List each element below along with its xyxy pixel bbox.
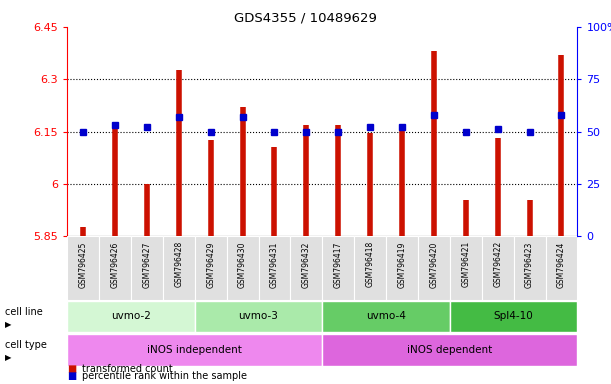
Text: uvmo-4: uvmo-4 (366, 311, 406, 321)
Text: GSM796429: GSM796429 (206, 241, 215, 288)
Text: transformed count: transformed count (82, 364, 174, 374)
Bar (163, 236, 195, 300)
Text: GSM796426: GSM796426 (111, 241, 120, 288)
Bar (323, 301, 450, 332)
Text: GSM796424: GSM796424 (557, 241, 566, 288)
Text: iNOS independent: iNOS independent (147, 345, 242, 355)
Bar (131, 236, 163, 300)
Text: GSM796418: GSM796418 (365, 241, 375, 288)
Text: GSM796420: GSM796420 (430, 241, 439, 288)
Bar (450, 301, 577, 332)
Bar (481, 236, 514, 300)
Text: GSM796417: GSM796417 (334, 241, 343, 288)
Text: GSM796422: GSM796422 (493, 241, 502, 288)
Text: ■: ■ (67, 371, 76, 381)
Text: GSM796428: GSM796428 (174, 241, 183, 288)
Text: GDS4355 / 10489629: GDS4355 / 10489629 (234, 12, 377, 25)
Text: ▶: ▶ (5, 320, 12, 329)
Text: uvmo-3: uvmo-3 (238, 311, 279, 321)
Text: cell line: cell line (5, 307, 43, 317)
Bar (323, 334, 577, 366)
Bar (227, 236, 258, 300)
Text: GSM796427: GSM796427 (142, 241, 152, 288)
Bar (258, 236, 290, 300)
Text: Spl4-10: Spl4-10 (494, 311, 533, 321)
Text: iNOS dependent: iNOS dependent (407, 345, 492, 355)
Text: GSM796421: GSM796421 (461, 241, 470, 288)
Bar (354, 236, 386, 300)
Text: cell type: cell type (5, 340, 47, 350)
Bar (290, 236, 323, 300)
Bar (386, 236, 418, 300)
Text: GSM796432: GSM796432 (302, 241, 311, 288)
Text: GSM796431: GSM796431 (270, 241, 279, 288)
Text: ■: ■ (67, 364, 76, 374)
Text: GSM796430: GSM796430 (238, 241, 247, 288)
Text: ▶: ▶ (5, 353, 12, 362)
Bar (323, 236, 354, 300)
Bar (99, 236, 131, 300)
Bar (450, 236, 481, 300)
Bar (67, 236, 99, 300)
Bar (546, 236, 577, 300)
Bar (195, 301, 323, 332)
Bar (418, 236, 450, 300)
Text: GSM796425: GSM796425 (79, 241, 87, 288)
Text: GSM796419: GSM796419 (398, 241, 406, 288)
Text: percentile rank within the sample: percentile rank within the sample (82, 371, 247, 381)
Text: uvmo-2: uvmo-2 (111, 311, 151, 321)
Text: GSM796423: GSM796423 (525, 241, 534, 288)
Bar (195, 236, 227, 300)
Bar (67, 301, 195, 332)
Bar (67, 334, 323, 366)
Bar (514, 236, 546, 300)
